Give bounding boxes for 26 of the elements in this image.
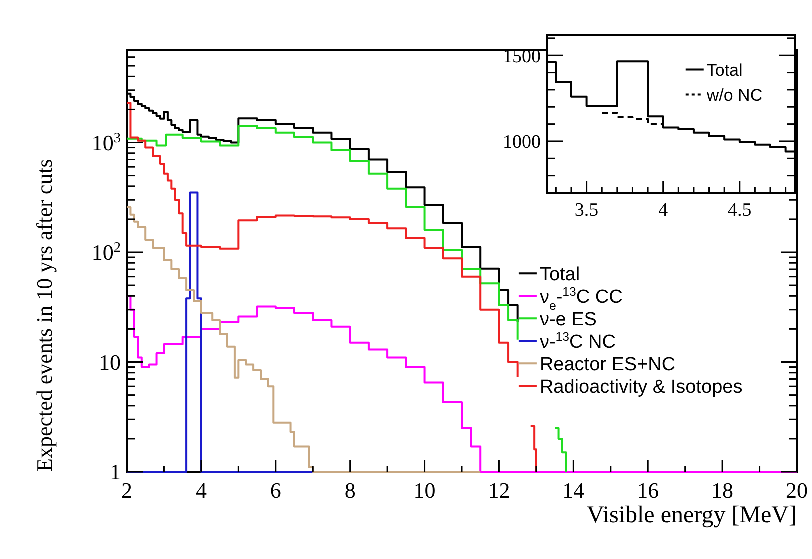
- x-axis-title: Visible energy [MeV]: [586, 502, 797, 529]
- y-tick-label: 1: [110, 460, 121, 485]
- x-tick-label: 18: [712, 478, 734, 503]
- x-tick-label: 2: [122, 478, 132, 503]
- legend-label: Total: [540, 264, 580, 286]
- y-tick-label: 10$^{2}$: [92, 240, 121, 266]
- y-axis-title: Expected events in 10 yrs after cuts: [32, 159, 57, 472]
- x-tick-label: 16: [637, 478, 660, 503]
- legend-label: ν-$^{13}$C NC: [540, 330, 616, 353]
- legend-label: w/o NC: [706, 86, 763, 105]
- x-tick-label: 4: [658, 200, 669, 221]
- y-tick-label: 1000: [503, 132, 541, 154]
- x-tick-label: 20: [786, 478, 808, 503]
- x-tick-label: 3.5: [574, 200, 599, 221]
- x-tick-label: 12: [488, 478, 510, 503]
- y-tick-label: 10$^{3}$: [92, 130, 121, 156]
- x-tick-label: 10: [414, 478, 436, 503]
- y-tick-label: 10: [99, 350, 121, 375]
- x-tick-label: 14: [562, 478, 585, 503]
- legend-label: Total: [706, 60, 743, 80]
- legend-label: Reactor ES+NC: [540, 354, 676, 376]
- x-tick-label: 8: [344, 478, 356, 503]
- x-tick-label: 4.5: [728, 200, 752, 221]
- x-tick-label: 6: [270, 478, 282, 503]
- legend-label: Radioactivity & Isotopes: [540, 377, 743, 398]
- x-tick-label: 4: [196, 478, 207, 503]
